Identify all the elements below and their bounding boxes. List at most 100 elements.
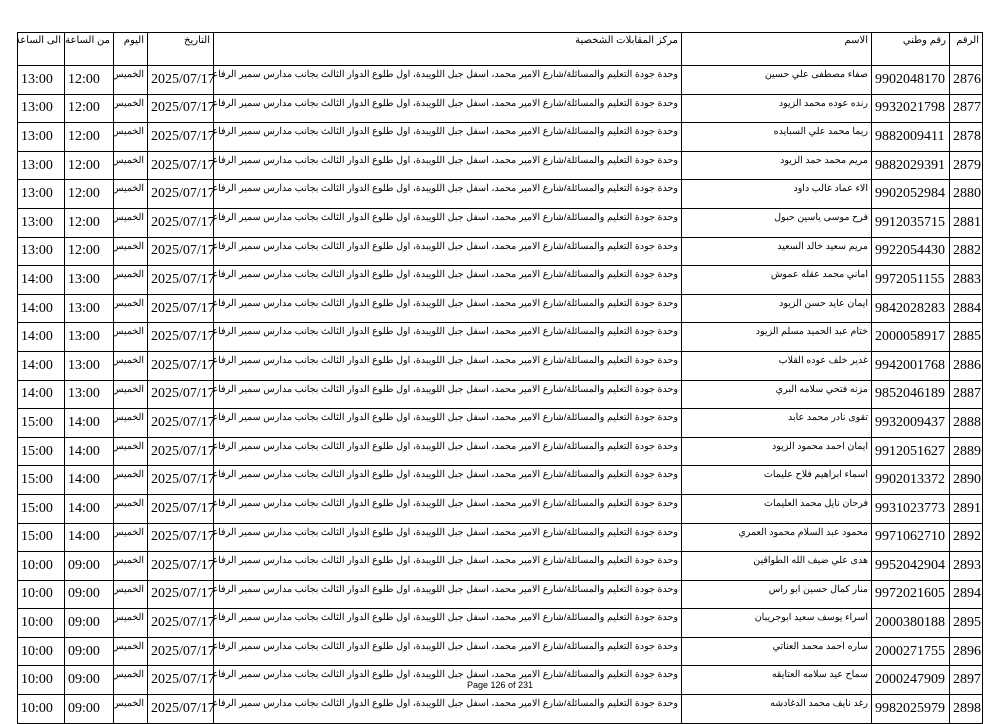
- interview-date: 2025/07/17: [147, 465, 214, 495]
- interview-day: الخميس: [113, 179, 148, 209]
- interview-day: الخميس: [113, 493, 148, 524]
- table-row: 2895 2000380188 اسراء يوسف سعيد ابوجريبان و…: [17, 608, 983, 638]
- applicant-name: ايمان عايد حسن الزيود: [681, 293, 872, 324]
- national-id: 2000380188: [871, 608, 950, 638]
- table-row: 2883 9972051155 اماني محمد عقله عموش وحدة ج…: [17, 265, 983, 295]
- national-id: 9882029391: [871, 150, 950, 181]
- national-id: 9912051627: [871, 436, 950, 467]
- to-time: 10:00: [17, 579, 65, 610]
- row-number: 2877: [949, 93, 983, 124]
- applicant-name: ختام عبد الحميد مسلم الزيود: [681, 322, 872, 352]
- interview-date: 2025/07/17: [147, 694, 214, 724]
- national-id: 2000247909: [871, 665, 950, 696]
- header-row: الرقم رقم وطني الاسم مركز المقابلات الشخ…: [17, 32, 983, 66]
- to-time: 14:00: [17, 322, 65, 352]
- interview-center: وحدة جودة التعليم والمسائلة/شارع الامير …: [213, 465, 682, 495]
- interview-day: الخميس: [113, 694, 148, 724]
- interview-center: وحدة جودة التعليم والمسائلة/شارع الامير …: [213, 65, 682, 95]
- table-row: 2893 9952042904 هدى علي ضيف الله الطواقين و…: [17, 551, 983, 581]
- from-time: 13:00: [64, 350, 114, 381]
- interview-day: الخميس: [113, 408, 148, 438]
- header-national-id: رقم وطني: [871, 32, 950, 66]
- applicant-name: مريم محمد حمد الزيود: [681, 150, 872, 181]
- table-row: 2891 9931023773 فرحان نايل محمد العليمات وح…: [17, 493, 983, 524]
- table-row: 2894 9972021605 منار كمال حسين ابو راس وحدة…: [17, 579, 983, 610]
- table-row: 2887 9852046189 مزنه فتحي سلامه البري وحدة …: [17, 379, 983, 410]
- to-time: 13:00: [17, 122, 65, 152]
- to-time: 15:00: [17, 408, 65, 438]
- to-time: 14:00: [17, 293, 65, 324]
- table-row: 2898 9982025979 رغد نايف محمد الدغادشه وحدة…: [17, 694, 983, 724]
- interview-center: وحدة جودة التعليم والمسائلة/شارع الامير …: [213, 236, 682, 267]
- row-number: 2879: [949, 150, 983, 181]
- from-time: 14:00: [64, 522, 114, 553]
- national-id: 9882009411: [871, 122, 950, 152]
- interview-date: 2025/07/17: [147, 122, 214, 152]
- applicant-name: فرحان نايل محمد العليمات: [681, 493, 872, 524]
- to-time: 10:00: [17, 694, 65, 724]
- to-time: 14:00: [17, 350, 65, 381]
- from-time: 14:00: [64, 436, 114, 467]
- from-time: 09:00: [64, 694, 114, 724]
- interview-date: 2025/07/17: [147, 522, 214, 553]
- interview-date: 2025/07/17: [147, 493, 214, 524]
- row-number: 2880: [949, 179, 983, 209]
- national-id: 9902013372: [871, 465, 950, 495]
- interview-date: 2025/07/17: [147, 65, 214, 95]
- table-row: 2885 2000058917 ختام عبد الحميد مسلم الزيو…: [17, 322, 983, 352]
- interview-day: الخميس: [113, 122, 148, 152]
- interview-date: 2025/07/17: [147, 350, 214, 381]
- applicant-name: فرح موسى ياسين حبول: [681, 207, 872, 238]
- to-time: 10:00: [17, 608, 65, 638]
- interview-center: وحدة جودة التعليم والمسائلة/شارع الامير …: [213, 150, 682, 181]
- table-row: 2881 9912035715 فرح موسى ياسين حبول وحدة جو…: [17, 207, 983, 238]
- header-date: التاريخ: [147, 32, 214, 66]
- row-number: 2892: [949, 522, 983, 553]
- applicant-name: ايمان احمد محمود الزيود: [681, 436, 872, 467]
- applicant-name: الاء عماد غالب داود: [681, 179, 872, 209]
- applicant-name: تقوى نادر محمد عابد: [681, 408, 872, 438]
- from-time: 12:00: [64, 150, 114, 181]
- applicant-name: غدير خلف عوده القلاب: [681, 350, 872, 381]
- table-row: 2878 9882009411 ريما محمد علي السبايده وحدة…: [17, 122, 983, 152]
- interview-date: 2025/07/17: [147, 207, 214, 238]
- from-time: 09:00: [64, 636, 114, 667]
- national-id: 9852046189: [871, 379, 950, 410]
- table-row: 2892 9971062710 محمود عبد السلام محمود الع…: [17, 522, 983, 553]
- interview-center: وحدة جودة التعليم والمسائلة/شارع الامير …: [213, 579, 682, 610]
- from-time: 14:00: [64, 465, 114, 495]
- national-id: 9922054430: [871, 236, 950, 267]
- national-id: 9912035715: [871, 207, 950, 238]
- from-time: 09:00: [64, 579, 114, 610]
- interview-schedule-table: الرقم رقم وطني الاسم مركز المقابلات الشخ…: [17, 32, 983, 724]
- table-row: 2890 9902013372 اسماء ابراهيم فلاح عليمات و…: [17, 465, 983, 495]
- applicant-name: اسراء يوسف سعيد ابوجريبان: [681, 608, 872, 638]
- to-time: 13:00: [17, 65, 65, 95]
- national-id: 9932009437: [871, 408, 950, 438]
- interview-day: الخميس: [113, 293, 148, 324]
- from-time: 13:00: [64, 379, 114, 410]
- interview-day: الخميس: [113, 608, 148, 638]
- to-time: 15:00: [17, 493, 65, 524]
- row-number: 2898: [949, 694, 983, 724]
- to-time: 15:00: [17, 436, 65, 467]
- row-number: 2882: [949, 236, 983, 267]
- row-number: 2890: [949, 465, 983, 495]
- from-time: 09:00: [64, 551, 114, 581]
- interview-date: 2025/07/17: [147, 436, 214, 467]
- interview-day: الخميس: [113, 379, 148, 410]
- row-number: 2876: [949, 65, 983, 95]
- interview-center: وحدة جودة التعليم والمسائلة/شارع الامير …: [213, 522, 682, 553]
- national-id: 9942001768: [871, 350, 950, 381]
- interview-day: الخميس: [113, 93, 148, 124]
- applicant-name: رنده عوده محمد الزيود: [681, 93, 872, 124]
- interview-center: وحدة جودة التعليم والمسائلة/شارع الامير …: [213, 436, 682, 467]
- interview-date: 2025/07/17: [147, 322, 214, 352]
- header-num: الرقم: [949, 32, 983, 66]
- interview-date: 2025/07/17: [147, 179, 214, 209]
- national-id: 9972021605: [871, 579, 950, 610]
- interview-day: الخميس: [113, 350, 148, 381]
- national-id: 9931023773: [871, 493, 950, 524]
- from-time: 13:00: [64, 322, 114, 352]
- row-number: 2896: [949, 636, 983, 667]
